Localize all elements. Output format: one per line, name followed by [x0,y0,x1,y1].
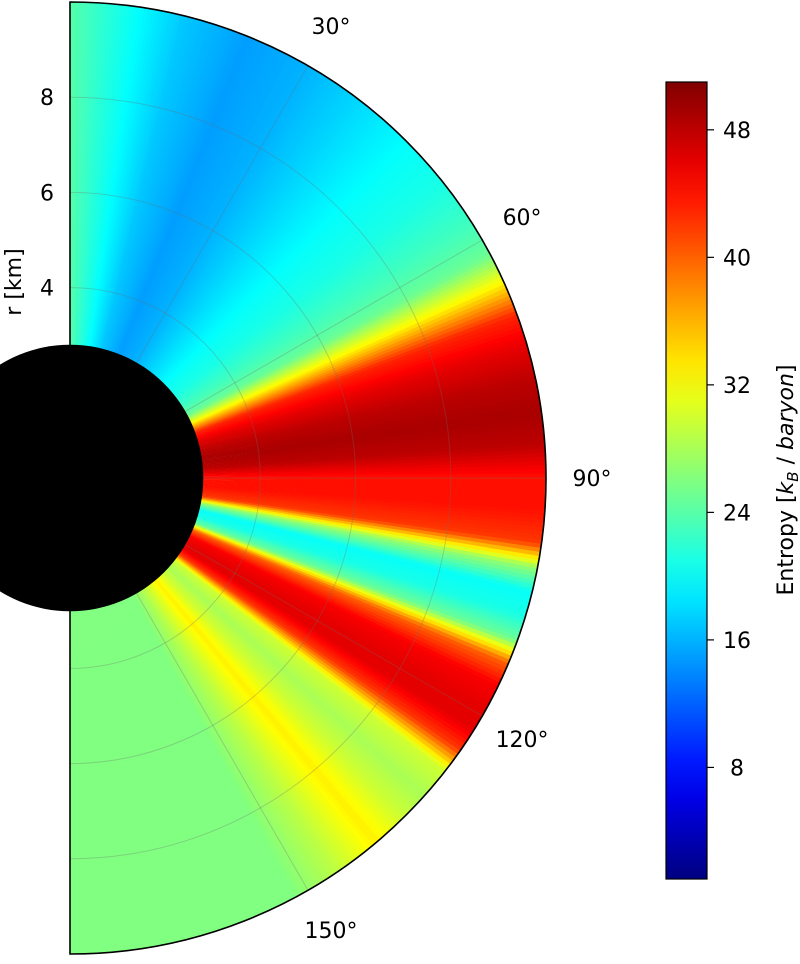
r-tick-label: 4 [40,277,54,302]
plot-boundary [69,1,547,955]
theta-tick-label: 90° [573,467,612,492]
grid-arc [69,287,261,669]
theta-tick-label: 60° [503,206,542,231]
theta-tick-label: 30° [312,15,351,40]
colorbar-tick-label: 40 [723,246,751,271]
colorbar-gradient [665,81,708,880]
grid-arc [69,191,357,765]
r-axis-ticks: 0 2 4 6 8 [40,86,54,492]
grid-arc [69,96,452,860]
colorbar-tick-label: 16 [723,629,751,654]
colorbar-tick-label: 48 [723,119,751,144]
theta-tick-label: 120° [496,728,549,753]
colorbar-label: Entropy [kB / baryon] [774,364,800,595]
colorbar-label-suffix: ] [774,364,799,373]
colorbar-label-k: k [774,480,799,494]
colorbar: 8 16 24 32 40 48 Entropy [kB / baryon] [665,81,800,880]
colorbar-label-baryon: baryon [774,373,799,450]
r-axis-label: r [km] [2,248,27,315]
r-tick-label: 2 [40,372,54,397]
colorbar-tick-label: 8 [730,756,744,781]
colorbar-label-mid: / [774,450,799,471]
colorbar-tick-label: 24 [723,501,751,526]
polar-plot: 0 2 4 6 8 30° 60° 90° 120° 150° r [km] [0,1,612,955]
central-black-hole [0,344,204,612]
r-tick-label: 8 [40,86,54,111]
colorbar-label-prefix: Entropy [ [774,494,799,595]
colorbar-tick-label: 32 [723,374,751,399]
theta-axis-ticks: 30° 60° 90° 120° 150° [305,15,612,944]
r-tick-label: 0 [40,467,54,492]
colorbar-ticks: 8 16 24 32 40 48 [707,119,751,781]
colorbar-label-sub: B [784,471,800,481]
theta-tick-label: 150° [305,919,358,944]
r-tick-label: 6 [40,181,54,206]
